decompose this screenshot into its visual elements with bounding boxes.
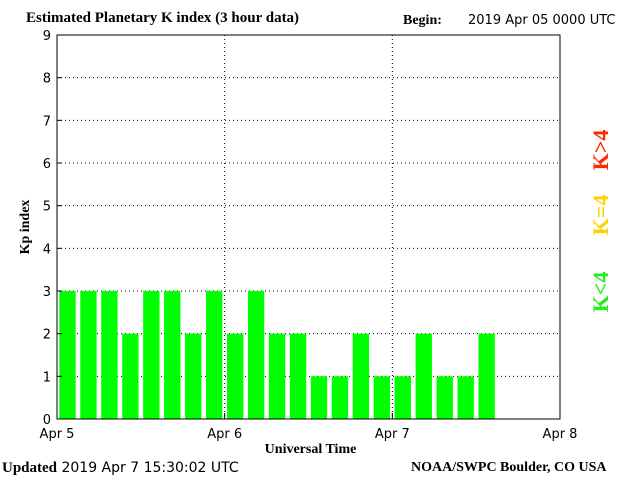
legend-k-less-than-4: K<4	[588, 272, 613, 313]
begin-value: 2019 Apr 05 0000 UTC	[468, 13, 616, 28]
y-tick-label: 1	[43, 370, 51, 385]
y-tick-label: 4	[43, 242, 51, 257]
kp-bar	[80, 291, 97, 419]
kp-bar	[310, 376, 328, 419]
kp-bar	[164, 291, 181, 419]
legend-k-greater-than-4: K>4	[588, 130, 613, 171]
y-tick-label: 8	[43, 72, 51, 87]
kp-bar	[289, 333, 307, 419]
kp-bar	[185, 333, 202, 419]
updated-stamp: Updated 2019 Apr 7 15:30:02 UTC	[2, 460, 239, 477]
y-tick-label: 2	[43, 328, 51, 343]
bar-series	[59, 291, 495, 419]
kp-bar	[59, 291, 76, 419]
kp-bar	[373, 376, 391, 419]
y-tick-label: 9	[43, 29, 51, 44]
kp-bar	[143, 291, 160, 419]
kp-bar	[436, 376, 453, 419]
updated-label: Updated	[2, 460, 58, 476]
begin-label: Begin:	[403, 13, 442, 28]
y-axis-ticks: 0 1 2 3 4 5 6 7 8 9	[43, 29, 62, 428]
kp-bar	[101, 291, 118, 419]
chart-title: Estimated Planetary K index (3 hour data…	[26, 10, 300, 26]
kp-bar	[331, 376, 349, 419]
kp-bar	[247, 291, 265, 419]
kp-bar	[352, 333, 370, 419]
x-tick-label: Apr 8	[543, 427, 578, 442]
kp-bar	[415, 333, 432, 419]
y-tick-label: 0	[43, 413, 51, 428]
x-axis-ticks: Apr 5 Apr 6 Apr 7 Apr 8	[40, 413, 578, 442]
x-tick-label: Apr 6	[207, 427, 242, 442]
kp-bar	[394, 376, 411, 419]
updated-value: 2019 Apr 7 15:30:02 UTC	[61, 460, 239, 476]
kp-bar	[206, 291, 223, 419]
x-tick-label: Apr 5	[40, 427, 75, 442]
credit-text: NOAA/SWPC Boulder, CO USA	[411, 460, 607, 475]
kp-bar	[226, 333, 244, 419]
legend-k-equal-4: K=4	[588, 195, 613, 236]
kp-bar	[478, 333, 495, 419]
kp-bar	[122, 333, 139, 419]
kp-bar	[268, 333, 286, 419]
kp-bar	[457, 376, 474, 419]
x-tick-label: Apr 7	[375, 427, 410, 442]
y-axis-label: Kp index	[18, 200, 33, 255]
y-tick-label: 3	[43, 285, 51, 300]
y-tick-label: 6	[43, 157, 51, 172]
x-axis-label: Universal Time	[265, 442, 357, 457]
y-tick-label: 5	[43, 200, 51, 215]
grid-lines	[57, 35, 560, 419]
plot-frame	[56, 34, 561, 420]
y-tick-label: 7	[43, 114, 51, 129]
